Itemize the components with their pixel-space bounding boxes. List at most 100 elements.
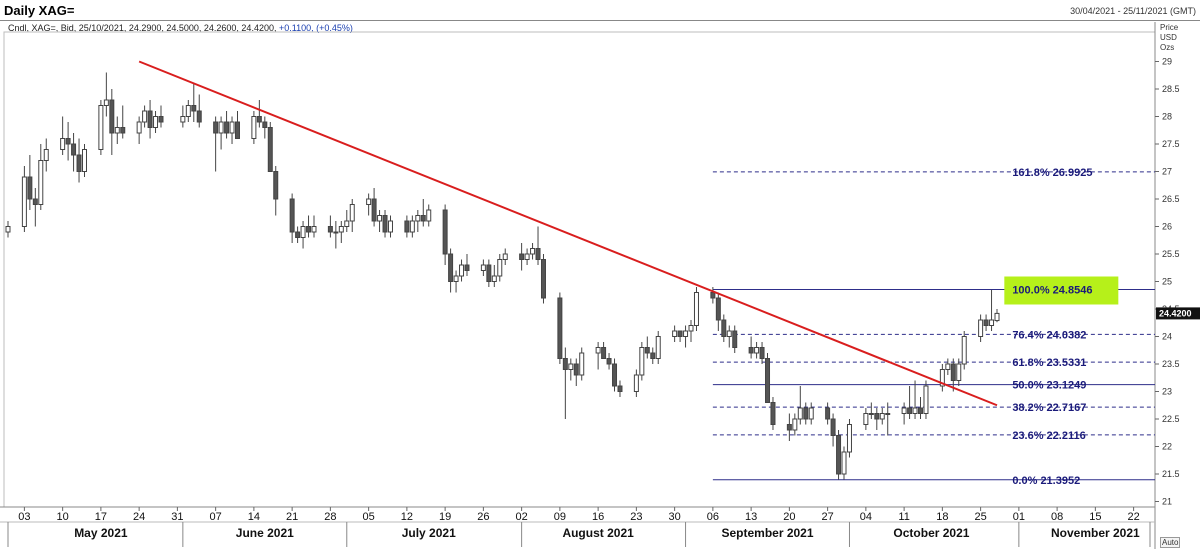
x-tick-label: 27	[821, 511, 833, 523]
candle-body	[442, 209, 448, 255]
candle-body	[300, 226, 306, 238]
candle-body	[956, 363, 962, 381]
y-tick-label: 24	[1162, 332, 1172, 342]
x-tick-label: 12	[401, 511, 413, 523]
candle	[234, 111, 240, 139]
y-tick-label: 23.5	[1162, 359, 1180, 369]
candle-body	[409, 220, 415, 233]
candle	[213, 116, 219, 172]
y-tick-label: 22	[1162, 442, 1172, 452]
candle-body	[502, 253, 508, 260]
candle-body	[595, 347, 601, 354]
candle	[371, 188, 377, 227]
candle-body	[994, 312, 1000, 322]
candle-body	[601, 347, 607, 359]
trendline	[138, 60, 998, 407]
candle	[185, 100, 191, 122]
candle-body	[923, 385, 929, 414]
candle	[21, 166, 27, 232]
axis-unit-label: Price USD Ozs	[1160, 23, 1178, 53]
legend-ohlc: Cndl, XAG=, Bid, 25/10/2021, 24.2900, 24…	[8, 23, 277, 33]
candle	[344, 210, 350, 232]
candle	[256, 100, 262, 128]
candle-body	[267, 127, 273, 172]
candle-body	[792, 418, 798, 431]
x-tick-label: 25	[974, 511, 986, 523]
candle	[912, 380, 918, 419]
x-tick-label: 18	[936, 511, 948, 523]
candle-body	[21, 176, 27, 227]
candle	[229, 116, 235, 144]
y-tick-label: 28	[1162, 112, 1172, 122]
candle-body	[196, 110, 202, 123]
candle	[486, 259, 492, 287]
candle	[306, 215, 312, 238]
candle-body	[98, 105, 104, 150]
x-tick-label: 22	[1127, 511, 1139, 523]
axis-unit-weight: Ozs	[1160, 43, 1175, 52]
fibonacci-layer: 161.8% 26.9925 100.0% 24.8546 76.4% 24.038…	[712, 167, 1155, 487]
candle	[32, 188, 38, 227]
x-tick-label: 02	[516, 511, 528, 523]
candle	[5, 221, 11, 238]
x-tick-label: 19	[439, 511, 451, 523]
candle-body	[224, 121, 230, 134]
candle-body	[480, 264, 486, 271]
month-label: September 2021	[721, 526, 813, 540]
candle-body	[60, 138, 66, 150]
candle-body	[808, 407, 814, 420]
candle	[267, 122, 273, 172]
fib-level-label: 76.4% 24.0382	[1012, 329, 1086, 341]
candle-body	[939, 369, 945, 387]
axis-unit-currency: USD	[1160, 33, 1177, 42]
x-tick-label: 26	[477, 511, 489, 523]
y-tick-label: 29	[1162, 57, 1172, 67]
candle	[579, 347, 585, 381]
candle-body	[38, 160, 44, 205]
candle	[803, 402, 809, 425]
candle	[497, 254, 503, 282]
candle-body	[158, 116, 164, 123]
candle	[797, 386, 803, 425]
candle	[792, 413, 798, 436]
candle	[262, 116, 268, 139]
candle-body	[519, 253, 525, 260]
candle-body	[366, 198, 372, 205]
y-tick-label: 28.5	[1162, 84, 1180, 94]
candle-body	[344, 220, 350, 227]
candle-body	[5, 226, 11, 233]
candle-body	[655, 336, 661, 359]
candle	[295, 226, 301, 243]
x-tick-label: 20	[783, 511, 795, 523]
candle-body	[633, 374, 639, 392]
candle-body	[103, 99, 109, 106]
candle-body	[644, 347, 650, 354]
candle	[191, 83, 197, 122]
candle-body	[295, 231, 301, 238]
candle	[453, 270, 459, 293]
y-tick-label: 25	[1162, 277, 1172, 287]
month-label: November 2021	[1051, 526, 1140, 540]
candle	[519, 243, 525, 271]
x-tick-label: 05	[363, 511, 375, 523]
candle	[38, 144, 44, 210]
candle	[43, 138, 49, 172]
candle-body	[754, 347, 760, 354]
axes-layer: 2121.52222.52323.52424.52525.52626.52727…	[0, 22, 1180, 549]
candle-body	[797, 407, 803, 420]
x-tick-label: 10	[57, 511, 69, 523]
y-tick-label: 21	[1162, 497, 1172, 507]
candle-body	[191, 105, 197, 112]
candle	[333, 221, 339, 249]
plot-frame	[3, 31, 1156, 508]
y-tick-label: 23	[1162, 387, 1172, 397]
x-tick-label: 01	[1013, 511, 1025, 523]
month-label: June 2021	[236, 526, 294, 540]
candle-body	[387, 220, 393, 233]
candle-body	[382, 215, 388, 233]
candle-body	[868, 413, 874, 415]
fib-level-label: 50.0% 23.1249	[1012, 380, 1086, 392]
auto-scale-button[interactable]: Auto	[1160, 537, 1181, 548]
trendline-layer	[138, 60, 998, 407]
